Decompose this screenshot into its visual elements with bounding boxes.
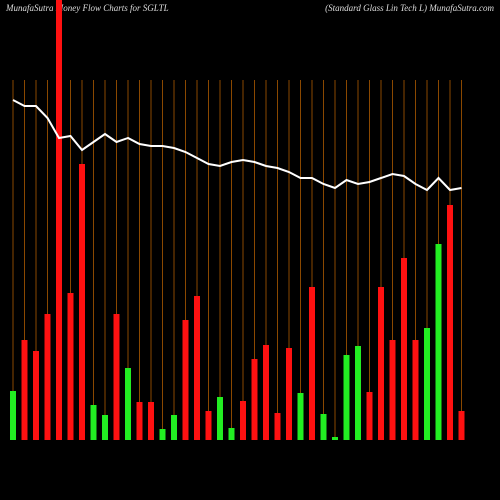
bar [378,287,384,440]
bar [320,414,327,440]
bar [33,351,39,440]
bar [171,415,177,440]
bar [332,437,338,440]
bar [458,411,465,440]
bar [355,346,361,440]
bar [389,340,396,440]
bar [56,0,62,440]
bar [217,397,223,440]
chart-subtitle: (Standard Glass Lin Tech L) MunafaSutra.… [325,3,494,13]
bar [90,405,97,440]
bar [148,402,154,440]
bar [159,429,166,440]
bar [447,205,453,440]
bar [194,296,200,440]
bar [240,401,246,440]
bar [435,244,442,440]
chart-title: MunafaSutra Money Flow Charts for SGLTL [5,3,169,13]
bar [102,415,108,440]
bar [10,391,16,440]
bar [343,355,350,440]
bar [366,392,373,440]
bar [21,340,28,440]
bar [424,328,430,440]
bar [401,258,407,440]
bar [182,320,189,440]
bar [286,348,292,440]
bar [297,393,304,440]
bar [309,287,315,440]
bar [274,413,281,440]
bar [251,359,258,440]
bar [263,345,269,440]
bar [412,340,419,440]
bar [67,293,74,440]
price-line [12,99,462,192]
bar [136,402,143,440]
bar [205,411,212,440]
bar [44,314,51,440]
bar [228,428,235,440]
bar [113,314,120,440]
bar [125,368,131,440]
bar [79,164,85,440]
